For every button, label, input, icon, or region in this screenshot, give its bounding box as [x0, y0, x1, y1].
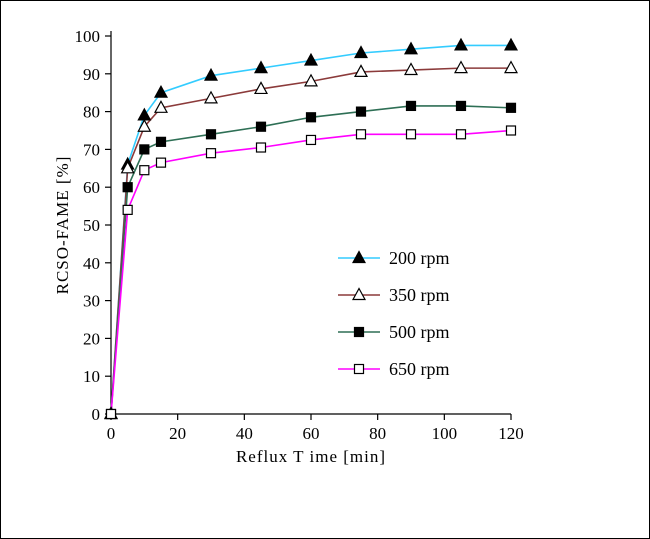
y-axis-title: RCSO-FAME [%] [53, 155, 72, 295]
series-marker [153, 84, 169, 98]
series-marker [203, 90, 219, 104]
y-tick-label: 60 [83, 178, 100, 197]
series-marker [353, 363, 365, 375]
y-tick-label: 40 [83, 254, 100, 273]
series-marker [503, 60, 519, 74]
series-line [110, 105, 512, 415]
series-marker [305, 134, 317, 146]
series-marker [353, 326, 365, 338]
series-marker [205, 148, 217, 159]
series-marker [403, 62, 419, 76]
series-marker [405, 129, 417, 140]
x-tick-label: 40 [236, 424, 253, 443]
series-marker [503, 37, 519, 51]
y-tick-label: 80 [83, 103, 100, 122]
series-marker [303, 52, 319, 66]
y-tick-label: 30 [83, 292, 100, 311]
series-marker [122, 182, 133, 193]
y-tick-label: 50 [83, 216, 100, 235]
series-marker [455, 129, 467, 140]
series-marker [453, 37, 469, 51]
series-marker [153, 100, 169, 113]
x-tick-label: 100 [432, 424, 458, 443]
series-marker [253, 60, 269, 74]
series-marker [453, 60, 469, 74]
series-marker [305, 112, 317, 123]
series-marker [405, 100, 417, 112]
y-tick-label: 90 [83, 65, 100, 84]
series-marker [353, 45, 369, 59]
series-marker [355, 129, 367, 140]
series-marker [255, 142, 267, 153]
x-tick-label: 0 [107, 424, 116, 443]
series-marker [253, 81, 269, 95]
y-tick-label: 20 [83, 329, 100, 348]
series-marker [355, 106, 367, 117]
series-marker [105, 408, 117, 420]
series-marker [203, 67, 219, 81]
legend-label: 650 rpm [389, 359, 450, 379]
series-marker [155, 136, 167, 147]
series-marker [351, 287, 367, 301]
series-marker [351, 250, 367, 264]
x-tick-label: 80 [369, 424, 386, 443]
series-marker [155, 157, 167, 168]
y-tick-label: 10 [83, 367, 100, 386]
y-tick-label: 0 [92, 405, 101, 424]
series-marker [303, 73, 319, 87]
series-marker [505, 102, 517, 113]
series-line [110, 44, 511, 415]
series-marker [137, 118, 152, 132]
series-marker [122, 204, 133, 215]
legend-label: 200 rpm [389, 248, 450, 268]
series-marker [505, 125, 517, 136]
x-tick-label: 20 [169, 424, 186, 443]
legend-label: 350 rpm [389, 285, 450, 305]
y-tick-label: 100 [75, 27, 101, 46]
series-marker [139, 165, 150, 176]
series-line [110, 129, 512, 415]
series-marker [455, 100, 467, 112]
series-marker [120, 160, 135, 174]
series-marker [139, 144, 150, 155]
x-tick-label: 120 [498, 424, 524, 443]
x-tick-label: 60 [303, 424, 320, 443]
x-axis-title: Reflux T ime [min] [235, 447, 387, 466]
y-tick-label: 70 [83, 140, 100, 159]
series-marker [353, 64, 369, 78]
legend-label: 500 rpm [389, 322, 450, 342]
series-marker [403, 41, 419, 55]
series-marker [255, 121, 267, 132]
series-marker [205, 129, 217, 140]
